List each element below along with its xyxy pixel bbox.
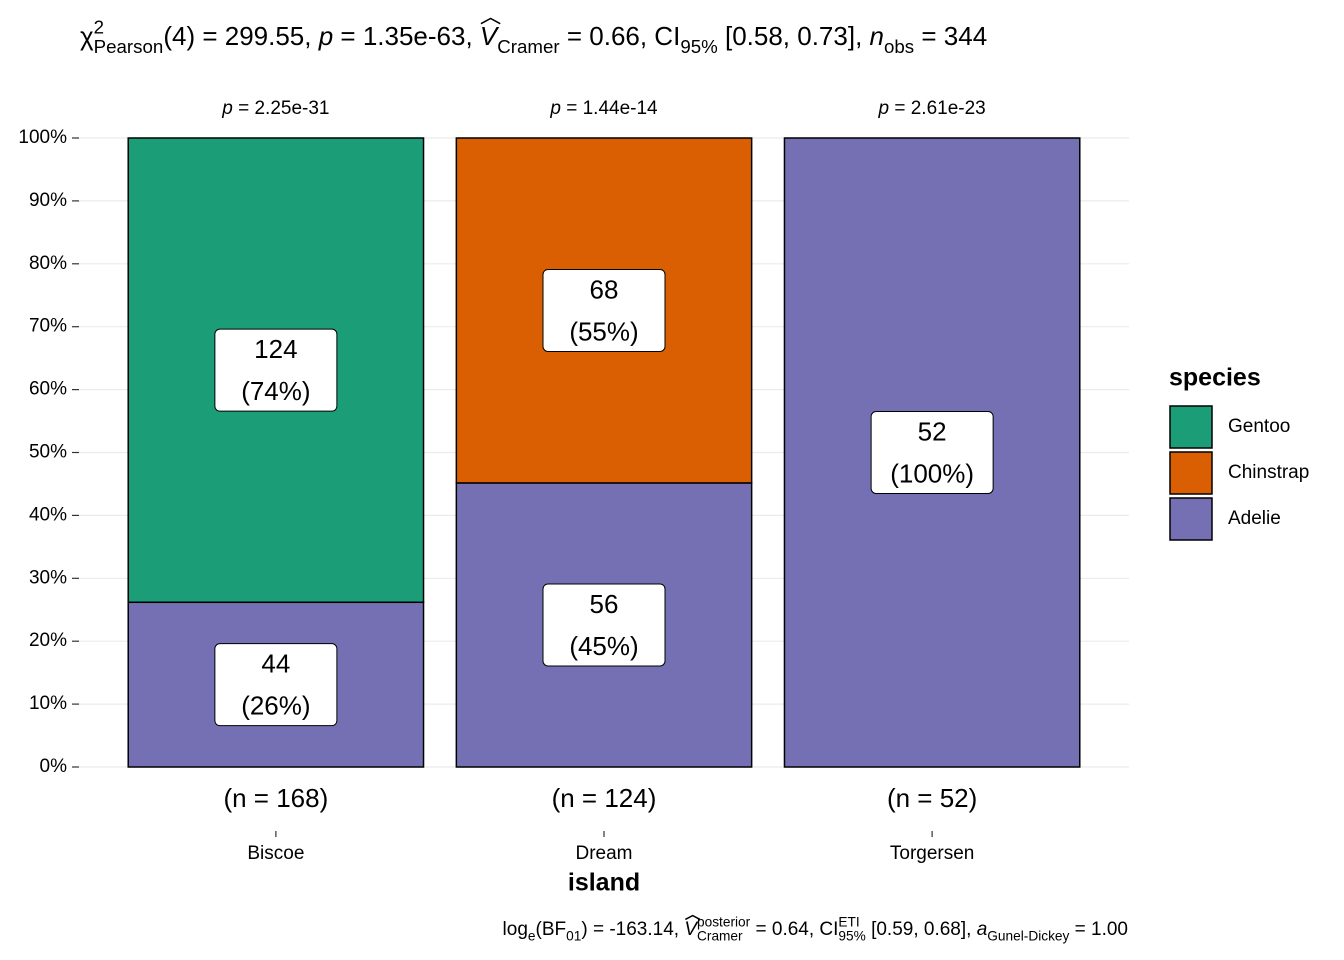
label-box bbox=[870, 411, 994, 494]
text-part: = 344 bbox=[914, 21, 987, 51]
text-part: 95% bbox=[680, 36, 717, 57]
text-part: χ bbox=[80, 21, 94, 51]
legend-key bbox=[1169, 451, 1213, 495]
text-part: Cramer bbox=[497, 36, 559, 57]
text-part: Pearson bbox=[94, 36, 164, 57]
label-box bbox=[542, 583, 666, 667]
value-label: (55%) bbox=[569, 316, 638, 346]
x-tick-label: Biscoe bbox=[247, 843, 304, 864]
text-part: = 0.64, CI bbox=[750, 919, 838, 940]
text-part: ) = -163.14, bbox=[581, 919, 684, 940]
text-part: = 1.35e-63, bbox=[333, 21, 480, 51]
value-label: (45%) bbox=[569, 631, 638, 661]
x-axis-title: island bbox=[568, 869, 640, 897]
value-label: (74%) bbox=[241, 376, 310, 406]
legend-label: Chinstrap bbox=[1228, 462, 1309, 483]
text-part: (4) = 299.55, bbox=[163, 21, 318, 51]
y-tick-label: 0% bbox=[40, 756, 68, 777]
text-part: p bbox=[318, 21, 333, 51]
text-part: = 1.44e-14 bbox=[561, 98, 658, 119]
value-label: 124 bbox=[254, 334, 297, 364]
text-part: (BF bbox=[536, 919, 567, 940]
y-tick-label: 100% bbox=[18, 127, 67, 148]
legend-key bbox=[1169, 405, 1213, 449]
y-tick-label: 50% bbox=[29, 442, 67, 463]
text-part: n bbox=[870, 21, 884, 51]
text-part: obs bbox=[884, 36, 914, 57]
label-box bbox=[542, 268, 666, 352]
y-tick-label: 30% bbox=[29, 567, 67, 588]
value-label: 44 bbox=[261, 649, 290, 679]
x-tick-label: Torgersen bbox=[890, 843, 975, 864]
text-part: V bbox=[684, 919, 699, 940]
text-part: = 2.25e-31 bbox=[233, 98, 330, 119]
text-part: = 1.00 bbox=[1069, 919, 1128, 940]
text-part: log bbox=[503, 919, 528, 940]
text-part: = 2.61e-23 bbox=[889, 98, 986, 119]
text-part: a bbox=[977, 919, 988, 940]
text-part: e bbox=[528, 929, 536, 944]
hat bbox=[684, 914, 701, 921]
y-tick-label: 90% bbox=[29, 190, 67, 211]
value-label: (26%) bbox=[241, 691, 310, 721]
legend-label: Gentoo bbox=[1228, 416, 1290, 437]
text-part: = 0.66, CI bbox=[560, 21, 681, 51]
text-part: posterior bbox=[697, 914, 751, 929]
p-label: p = 2.61e-23 bbox=[878, 98, 986, 119]
p-label: p = 1.44e-14 bbox=[549, 98, 658, 119]
text-part: 95% bbox=[838, 929, 865, 944]
hat bbox=[480, 17, 501, 25]
text-part: Cramer bbox=[697, 929, 743, 944]
value-label: 68 bbox=[590, 274, 619, 304]
y-tick-label: 70% bbox=[29, 316, 67, 337]
text-part: p bbox=[221, 98, 233, 119]
legend-label: Adelie bbox=[1228, 508, 1281, 529]
y-tick-label: 10% bbox=[29, 693, 67, 714]
value-label: (100%) bbox=[890, 458, 974, 488]
sample-size: (n = 168) bbox=[223, 783, 328, 813]
p-label: p = 2.25e-31 bbox=[221, 98, 329, 119]
text-part: p bbox=[549, 98, 561, 119]
value-label: 56 bbox=[590, 589, 619, 619]
label-box bbox=[214, 643, 338, 727]
y-tick-label: 20% bbox=[29, 630, 67, 651]
text-part: 01 bbox=[566, 929, 581, 944]
sample-size: (n = 52) bbox=[887, 783, 977, 813]
value-label: 52 bbox=[918, 416, 947, 446]
text-part: ETI bbox=[838, 914, 859, 929]
label-box bbox=[214, 328, 338, 412]
legend-title: species bbox=[1169, 364, 1261, 392]
text-part: [0.59, 0.68], bbox=[866, 919, 977, 940]
y-tick-label: 80% bbox=[29, 253, 67, 274]
text-part: p bbox=[878, 98, 890, 119]
text-part: 2 bbox=[94, 16, 104, 37]
sample-size: (n = 124) bbox=[552, 783, 657, 813]
text-part: [0.58, 0.73], bbox=[718, 21, 870, 51]
text-part: V bbox=[480, 21, 500, 51]
legend-key bbox=[1169, 497, 1213, 541]
x-tick-label: Dream bbox=[575, 843, 632, 864]
text-part: Gunel-Dickey bbox=[987, 929, 1069, 944]
y-tick-label: 60% bbox=[29, 379, 67, 400]
y-tick-label: 40% bbox=[29, 504, 67, 525]
